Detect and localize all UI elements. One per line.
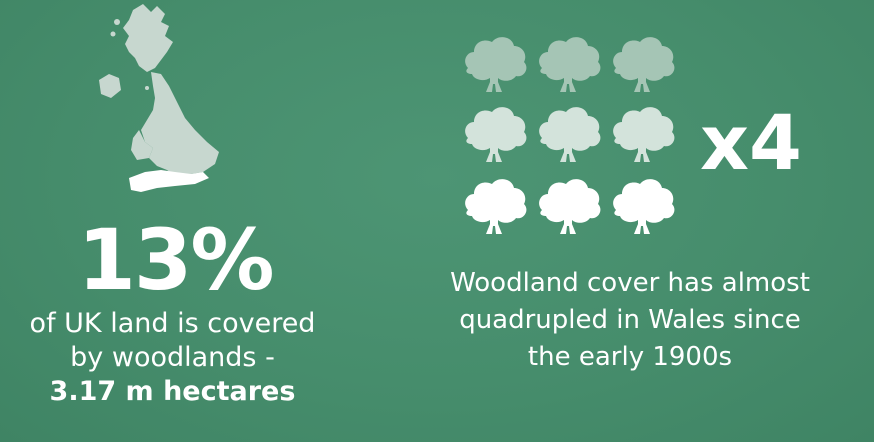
multiplier-label: x4 <box>700 98 802 187</box>
tree-icon <box>539 37 601 92</box>
wales-woodland-caption: Woodland cover has almost quadrupled in … <box>410 265 850 376</box>
tree-icon <box>465 37 527 92</box>
hectares-figure: 3.17 m hectares <box>49 376 296 407</box>
uk-map-icon <box>99 4 219 192</box>
tree-icon <box>613 107 675 162</box>
tree-icon <box>465 179 527 234</box>
caption-line: Woodland cover has almost <box>450 268 810 298</box>
tree-icon <box>539 179 601 234</box>
caption-line: of UK land is covered <box>29 308 316 339</box>
tree-grid <box>465 37 675 234</box>
tree-icon <box>539 107 601 162</box>
uk-woodland-caption: of UK land is covered by woodlands - 3.1… <box>0 307 345 409</box>
caption-line: by woodlands - <box>70 342 275 373</box>
caption-line: the early 1900s <box>527 342 733 372</box>
percent-value: 13% <box>77 211 274 309</box>
tree-icon <box>613 179 675 234</box>
caption-line: quadrupled in Wales since <box>459 305 801 335</box>
tree-icon <box>465 107 527 162</box>
tree-icon <box>613 37 675 92</box>
